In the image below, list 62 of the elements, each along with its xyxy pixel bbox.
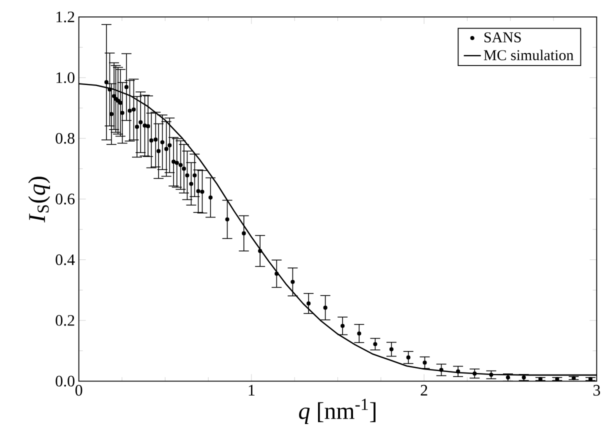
y-tick-label: 1.2: [56, 12, 74, 22]
point: [116, 98, 120, 103]
y-tick-label: 0.2: [56, 315, 74, 326]
point: [134, 124, 140, 129]
point: [306, 301, 311, 306]
point: [164, 146, 168, 152]
y-tick-label: 0.0: [56, 376, 74, 387]
point: [290, 280, 295, 284]
point: [185, 173, 190, 178]
point: [258, 248, 262, 253]
point: [422, 360, 427, 365]
legend-label: SANS: [484, 32, 521, 42]
point: [340, 324, 345, 328]
point: [192, 173, 197, 178]
x-tick-label: 0: [75, 384, 82, 396]
point: [274, 272, 279, 276]
point: [160, 140, 164, 144]
point: [225, 217, 230, 222]
point: [104, 80, 108, 84]
point: [242, 231, 246, 236]
point: [489, 372, 494, 377]
point: [200, 190, 204, 194]
point: [389, 347, 394, 352]
legend-label: MC simulation: [484, 50, 574, 60]
y-tick-label: 0.8: [56, 132, 74, 144]
point: [108, 87, 112, 92]
point: [472, 372, 477, 376]
point: [323, 306, 328, 310]
point: [456, 369, 460, 374]
point: [439, 368, 444, 372]
point: [406, 355, 410, 360]
x-axis-title: q [nm$^{-1}$]: [299, 398, 376, 424]
point: [154, 138, 158, 142]
point: [109, 112, 114, 116]
point: [146, 124, 150, 128]
point: [112, 94, 116, 98]
point: [118, 100, 122, 105]
y-tick-label: 0.4: [56, 254, 75, 266]
point: [178, 163, 183, 168]
point: [142, 124, 147, 128]
x-tick-label: 3: [593, 384, 600, 396]
y-axis-title: I$_{S}$(q): [28, 176, 50, 222]
point: [208, 195, 213, 200]
point: [196, 189, 200, 194]
point: [373, 342, 378, 346]
point: [168, 143, 172, 148]
point: [189, 182, 194, 186]
point: [128, 108, 132, 113]
point: [138, 120, 143, 124]
x-tick-label: 1: [248, 384, 254, 396]
point: [357, 331, 362, 336]
point: [174, 160, 179, 165]
point: [172, 160, 176, 164]
x-tick-label: 2: [420, 384, 428, 396]
point: [132, 107, 136, 112]
point: [182, 166, 186, 171]
y-tick-label: 1.0: [56, 72, 74, 84]
y-tick-label: 0.6: [56, 194, 75, 204]
point: [120, 110, 124, 115]
point: [124, 85, 129, 90]
point: [149, 138, 154, 143]
point: [156, 149, 161, 154]
